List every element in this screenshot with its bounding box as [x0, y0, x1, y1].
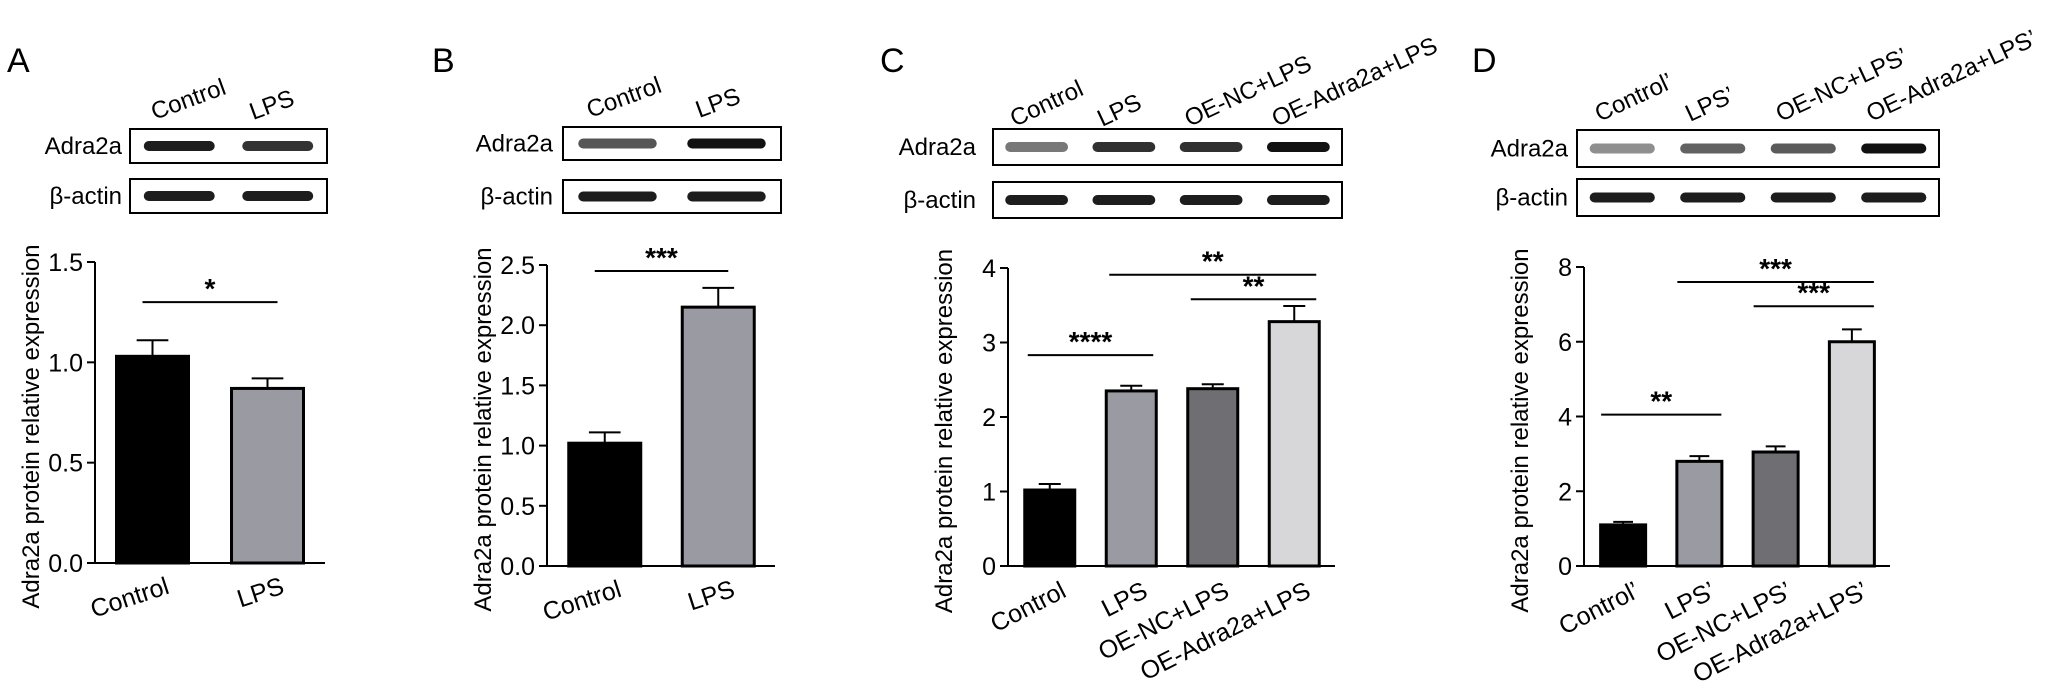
x-tick-label: Control: [986, 576, 1071, 638]
y-axis-title: Adra2a protein relative expression: [1507, 248, 1534, 612]
bar: [1023, 488, 1077, 568]
blot-band: [1861, 143, 1927, 154]
blot-band: [242, 191, 314, 201]
y-tick-label: 6: [1558, 329, 1572, 357]
blot-band: [578, 138, 657, 149]
blot-band: [1861, 192, 1927, 203]
blot-row-label: β-actin: [904, 187, 977, 214]
y-tick-label: 1.0: [48, 349, 83, 377]
bar: [1599, 523, 1648, 568]
blot-row-label: β-actin: [481, 184, 554, 211]
y-axis-title: Adra2a protein relative expression: [470, 247, 497, 611]
blot-band: [687, 191, 766, 202]
blot-band: [1680, 143, 1746, 154]
bar: [1751, 450, 1800, 568]
blot-band: [687, 138, 766, 149]
y-tick-label: 3: [982, 330, 996, 358]
panel-letter: C: [880, 42, 905, 80]
blot-band: [1266, 142, 1330, 152]
x-tick-label: Control: [87, 572, 172, 624]
blot-band: [1770, 192, 1836, 203]
bar: [115, 354, 190, 565]
y-tick-label: 2.5: [500, 252, 535, 280]
y-tick-label: 0.5: [500, 493, 535, 521]
panel-letter: D: [1472, 42, 1497, 80]
x-tick-label: LPS: [684, 575, 738, 616]
y-tick-label: 0.0: [500, 553, 535, 581]
significance-label: **: [1243, 270, 1265, 301]
panel-letter: B: [432, 42, 455, 80]
y-tick-label: 0: [982, 553, 996, 581]
significance-label: ***: [645, 242, 678, 273]
x-tick-label: Control’: [1554, 576, 1643, 640]
y-axis-title: Adra2a protein relative expression: [18, 244, 45, 608]
blot-band: [1589, 143, 1655, 154]
y-tick-label: 4: [1558, 404, 1572, 432]
blot-band: [1266, 195, 1330, 205]
blot-band: [1092, 195, 1156, 205]
blot-row-label: Adra2a: [899, 134, 977, 161]
blot-band: [1179, 142, 1243, 152]
y-tick-label: 0: [1558, 553, 1572, 581]
panel-b: B Adra2a β-actin Control LPS 0.0 0.5 1.0 1.5 2.0 2…: [432, 42, 782, 627]
blot-band: [578, 191, 657, 202]
y-tick-label: 2: [1558, 478, 1572, 506]
y-tick-label: 1.0: [500, 433, 535, 461]
y-tick-label: 1.5: [48, 249, 83, 277]
blot-row-label: β-actin: [1496, 185, 1569, 212]
blot-lane-label: Control’: [1591, 68, 1677, 127]
blot-lane-label: LPS: [246, 85, 298, 126]
bar: [1104, 389, 1158, 568]
bar: [1675, 459, 1724, 568]
significance-label: *: [205, 273, 216, 304]
y-tick-label: 1.5: [500, 372, 535, 400]
blot-band: [1589, 192, 1655, 203]
blot-band: [143, 141, 215, 151]
y-tick-label: 0.0: [48, 550, 83, 578]
blot-lane-label: LPS: [692, 83, 744, 124]
blot-lane-label: Control: [1006, 75, 1088, 132]
bar: [230, 386, 305, 565]
significance-label: ***: [1759, 253, 1792, 284]
y-tick-label: 2.0: [500, 312, 535, 340]
blot-row-label: Adra2a: [1491, 136, 1569, 163]
blot-lane-label: LPS: [1093, 89, 1146, 133]
blot-row-label: Adra2a: [45, 133, 123, 160]
blot-band: [1179, 195, 1243, 205]
blot-band: [1680, 192, 1746, 203]
blot-band: [143, 191, 215, 201]
bar: [1267, 320, 1321, 568]
blot-row-label: β-actin: [50, 183, 123, 210]
bar: [567, 441, 643, 568]
y-tick-label: 4: [982, 255, 996, 283]
bar: [1827, 340, 1876, 568]
blot-band: [1005, 195, 1069, 205]
blot-band: [242, 141, 314, 151]
significance-label: **: [1650, 386, 1672, 417]
blot-band: [1092, 142, 1156, 152]
blot-lane-label: LPS’: [1681, 82, 1738, 128]
y-tick-label: 8: [1558, 254, 1572, 282]
blot-row-label: Adra2a: [476, 131, 554, 158]
bar: [680, 305, 756, 568]
y-tick-label: 0.5: [48, 450, 83, 478]
blot-band: [1005, 142, 1069, 152]
y-tick-label: 1: [982, 479, 996, 507]
x-tick-label: LPS: [234, 572, 288, 613]
panel-letter: A: [7, 42, 30, 80]
significance-label: ****: [1069, 326, 1113, 357]
blot-lane-label: Control: [583, 72, 665, 124]
panel-a: A Adra2a β-actin Control LPS 0.0 0.5 1.0 1.5Adra…: [7, 42, 328, 624]
significance-label: **: [1202, 246, 1224, 277]
y-axis-title: Adra2a protein relative expression: [931, 249, 958, 613]
y-tick-label: 2: [982, 404, 996, 432]
x-tick-label: Control: [539, 575, 624, 627]
bar: [1186, 387, 1240, 568]
blot-band: [1770, 143, 1836, 154]
blot-lane-label: Control: [147, 74, 229, 126]
